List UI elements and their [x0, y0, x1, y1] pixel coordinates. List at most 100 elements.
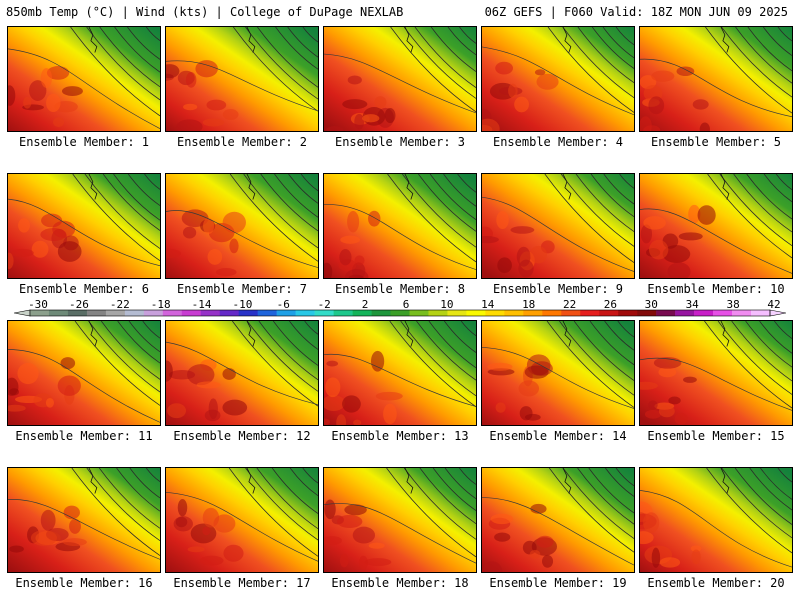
wind-contour: [745, 321, 792, 368]
wind-contour: [127, 174, 160, 206]
temperature-map: [482, 27, 634, 131]
wind-contour: [400, 321, 476, 397]
temperature-blob: [166, 360, 173, 382]
temperature-blob: [643, 216, 666, 230]
temperature-blob: [368, 210, 381, 227]
colorbar-segment: [162, 310, 183, 316]
temperature-map: [482, 321, 634, 425]
colorbar-tick-label: -14: [192, 298, 212, 311]
temperature-blob: [495, 61, 513, 75]
temperature-field: [8, 174, 160, 278]
temperature-blob: [344, 269, 369, 278]
temperature-blob: [229, 238, 239, 254]
wind-contour: [390, 27, 476, 113]
wind-contour: [717, 321, 792, 395]
temperature-blob: [697, 205, 716, 225]
colorbar-tick-label: 22: [563, 298, 576, 311]
wind-contour: [86, 27, 160, 101]
isotherm-contour: [482, 196, 634, 272]
temperature-blob: [203, 217, 215, 235]
wind-contour: [256, 468, 318, 530]
temperature-blob: [181, 209, 209, 228]
colorbar-segment: [599, 310, 619, 316]
wind-contour: [229, 174, 318, 262]
temperature-blob: [45, 398, 54, 408]
isotherm-contour: [482, 497, 634, 566]
temperature-blob: [342, 99, 368, 110]
temperature-blob: [683, 376, 697, 383]
colorbar-tick-label: 42: [767, 298, 780, 311]
temperature-blob: [362, 114, 380, 123]
temperature-blob: [692, 99, 709, 110]
wind-contour: [246, 321, 318, 392]
temperature-blob: [651, 547, 661, 568]
temperature-blob: [18, 218, 30, 233]
isotherm-contour: [640, 490, 792, 568]
wind-contour: [304, 321, 318, 335]
coastline: [88, 321, 98, 347]
wind-contour: [74, 321, 160, 406]
temperature-blob: [358, 555, 368, 570]
temperature-map: [8, 468, 160, 572]
ensemble-member-panel: [639, 173, 793, 279]
wind-contour: [605, 468, 634, 497]
temperature-blob: [166, 248, 181, 259]
header-bar: 850mb Temp (°C) | Wind (kts) | College o…: [0, 0, 800, 24]
wind-contour: [86, 468, 160, 542]
temperature-field: [8, 27, 160, 131]
wind-contour: [302, 27, 318, 43]
wind-contour: [617, 321, 634, 338]
colorbar-segment: [371, 310, 391, 316]
isotherm-contour: [482, 46, 634, 116]
temperature-blob: [384, 107, 396, 124]
temperature-map: [166, 27, 318, 131]
ensemble-member-panel: [481, 26, 635, 132]
coastline: [720, 27, 730, 53]
temperature-blob: [182, 226, 197, 239]
ensemble-member-label: Ensemble Member: 18: [331, 576, 469, 590]
ensemble-member-label: Ensemble Member: 9: [492, 282, 624, 296]
colorbar-segment: [200, 310, 221, 316]
temperature-blob: [222, 368, 236, 380]
temperature-blob: [29, 80, 47, 101]
wind-contour: [117, 321, 160, 364]
temperature-blob: [324, 418, 331, 425]
temperature-blob: [347, 75, 362, 85]
wind-contour: [432, 468, 476, 511]
temperature-blob: [524, 365, 549, 379]
colorbar-tick-label: 14: [481, 298, 495, 311]
temperature-blob: [183, 103, 198, 111]
wind-contour: [577, 27, 634, 84]
wind-contour: [128, 321, 160, 353]
temperature-blob: [347, 210, 360, 233]
temperature-map: [482, 468, 634, 572]
temperature-blob: [202, 526, 211, 536]
temperature-blob: [207, 248, 223, 265]
wind-contour: [547, 27, 634, 113]
ensemble-member-panel: [323, 320, 477, 426]
ensemble-member-panel: [7, 320, 161, 426]
temperature-blob: [206, 99, 227, 111]
wind-contour: [573, 321, 634, 381]
temperature-blob: [324, 499, 336, 520]
isotherm-contour: [166, 341, 318, 406]
wind-contour: [460, 321, 476, 337]
ensemble-member-label: Ensemble Member: 10: [647, 282, 785, 296]
temperature-blob: [40, 509, 56, 531]
wind-contour: [419, 468, 476, 525]
temperature-blob: [326, 126, 344, 131]
colorbar-segment: [238, 310, 258, 316]
temperature-map: [324, 321, 476, 425]
temperature-blob: [668, 396, 681, 405]
temperature-blob: [640, 381, 658, 390]
wind-contour: [129, 468, 160, 499]
temperature-blob: [667, 262, 691, 278]
ensemble-member-label: Ensemble Member: 1: [18, 135, 150, 149]
colorbar-segment: [637, 310, 657, 316]
wind-contour: [444, 468, 476, 500]
temperature-blob: [640, 224, 653, 244]
temperature-field: [8, 468, 160, 572]
coastline: [720, 174, 730, 200]
ensemble-member-panel: [481, 320, 635, 426]
colorbar-tick-label: -26: [69, 298, 89, 311]
